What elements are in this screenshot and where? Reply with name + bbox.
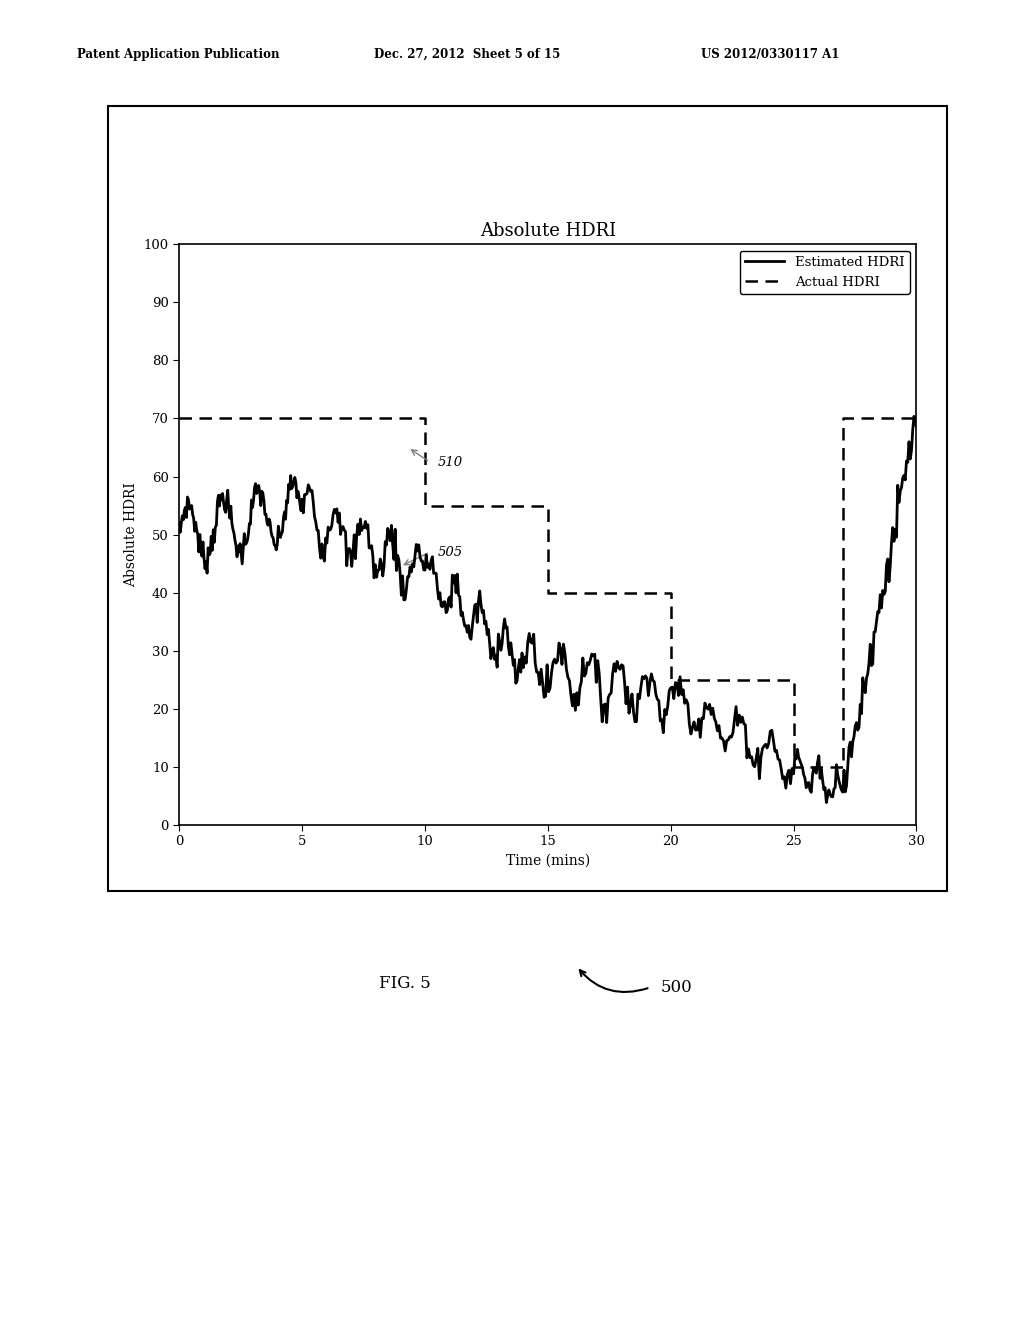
Text: Patent Application Publication: Patent Application Publication (77, 48, 280, 61)
Actual HDRI (837, 411, 849, 426)
Y-axis label: Absolute HDRI: Absolute HDRI (124, 482, 138, 587)
Legend: Estimated HDRI, Actual HDRI: Estimated HDRI, Actual HDRI (739, 251, 910, 294)
Estimated HDRI (547, 655, 559, 671)
X-axis label: Time (mins): Time (mins) (506, 854, 590, 869)
Actual HDRI (910, 411, 923, 426)
Actual HDRI (665, 672, 677, 688)
Text: Dec. 27, 2012  Sheet 5 of 15: Dec. 27, 2012 Sheet 5 of 15 (374, 48, 560, 61)
Title: Absolute HDRI: Absolute HDRI (480, 222, 615, 240)
Text: FIG. 5: FIG. 5 (379, 975, 430, 991)
Text: US 2012/0330117 A1: US 2012/0330117 A1 (701, 48, 840, 61)
Actual HDRI (837, 759, 849, 775)
Actual HDRI (419, 498, 431, 513)
Text: 505: 505 (437, 545, 463, 558)
Actual HDRI (542, 498, 554, 513)
Actual HDRI (787, 759, 800, 775)
Text: 510: 510 (437, 455, 463, 469)
Estimated HDRI (910, 418, 923, 434)
Actual HDRI (542, 585, 554, 601)
Line: Estimated HDRI: Estimated HDRI (179, 416, 916, 803)
Actual HDRI (665, 585, 677, 601)
Estimated HDRI (550, 655, 562, 671)
Text: 500: 500 (660, 979, 692, 995)
Estimated HDRI (443, 589, 456, 605)
Estimated HDRI (281, 492, 293, 508)
Estimated HDRI (820, 795, 833, 810)
Estimated HDRI (173, 515, 185, 531)
Estimated HDRI (731, 717, 743, 733)
Estimated HDRI (908, 408, 921, 424)
Actual HDRI (296, 411, 308, 426)
Actual HDRI (419, 411, 431, 426)
Actual HDRI (173, 411, 185, 426)
Estimated HDRI (898, 467, 910, 483)
Actual HDRI (296, 411, 308, 426)
Actual HDRI (787, 672, 800, 688)
Line: Actual HDRI: Actual HDRI (179, 418, 916, 767)
